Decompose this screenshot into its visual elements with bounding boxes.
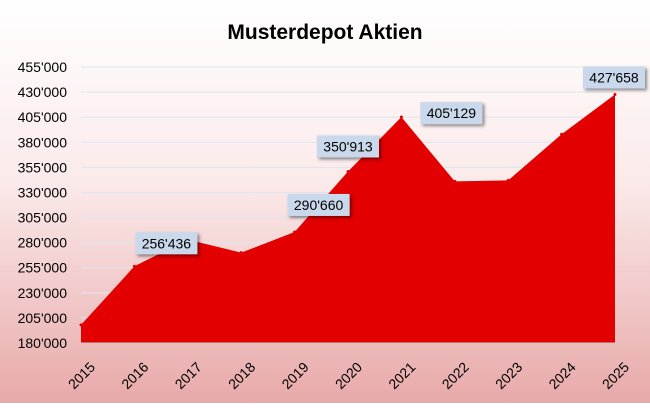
data-label-box: [420, 102, 483, 125]
data-point: [560, 132, 564, 136]
data-point: [613, 92, 617, 96]
data-point: [399, 115, 403, 119]
data-label-box: [135, 232, 198, 255]
y-tick-label: 455'000: [18, 59, 68, 75]
data-point: [132, 264, 136, 268]
data-label: 405'129: [420, 102, 483, 125]
y-tick-label: 405'000: [18, 109, 68, 125]
data-label-text: 290'660: [294, 197, 344, 213]
y-tick-label: 205'000: [18, 310, 68, 326]
data-label: 256'436: [135, 232, 198, 255]
series-area: [81, 94, 615, 343]
y-tick-label: 430'000: [18, 84, 68, 100]
data-point: [346, 169, 350, 173]
y-tick-label: 255'000: [18, 260, 68, 276]
data-label-box: [583, 66, 645, 89]
data-label-box: [317, 135, 379, 158]
data-label-text: 256'436: [142, 235, 192, 251]
data-label: 427'658: [583, 66, 645, 89]
data-label: 350'913: [317, 135, 379, 158]
y-tick-label: 280'000: [18, 235, 68, 251]
data-label-text: 427'658: [589, 69, 639, 85]
data-point: [239, 251, 243, 255]
data-point: [293, 230, 297, 234]
chart-title: Musterdepot Aktien: [227, 21, 422, 44]
data-label: 290'660: [287, 193, 350, 216]
y-tick-label: 305'000: [18, 210, 68, 226]
data-label-text: 350'913: [323, 138, 373, 154]
data-point: [79, 323, 83, 327]
data-label-text: 405'129: [427, 105, 477, 121]
y-tick-label: 330'000: [18, 184, 68, 200]
y-tick-label: 230'000: [18, 285, 68, 301]
data-label-box: [287, 193, 350, 216]
y-tick-label: 180'000: [18, 335, 68, 351]
y-tick-label: 380'000: [18, 134, 68, 150]
data-point: [453, 179, 457, 183]
y-tick-label: 355'000: [18, 159, 68, 175]
data-point: [506, 178, 510, 182]
